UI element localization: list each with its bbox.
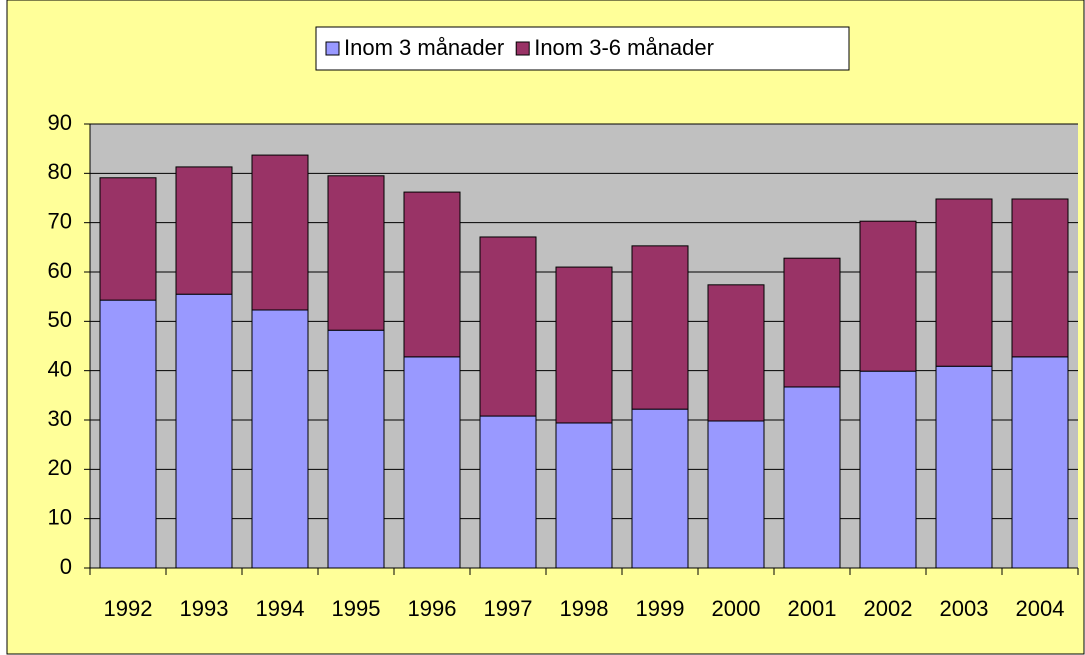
y-tick-label: 20	[48, 455, 72, 480]
bar-segment	[175, 293, 233, 569]
bar-segment	[327, 175, 385, 331]
x-tick-label: 1995	[332, 596, 381, 621]
bar-segment	[859, 370, 917, 569]
bar-segment	[783, 386, 841, 569]
x-tick-label: 1996	[408, 596, 457, 621]
x-tick-label: 1992	[104, 596, 153, 621]
bar-segment	[1011, 198, 1069, 358]
legend-swatch	[325, 41, 340, 56]
y-tick-label: 90	[48, 110, 72, 135]
x-tick-label: 2000	[712, 596, 761, 621]
x-tick-label: 1993	[180, 596, 229, 621]
legend-label: Inom 3 månader	[344, 35, 504, 60]
bar-segment	[935, 365, 993, 569]
bar-segment	[175, 166, 233, 295]
y-tick-label: 10	[48, 504, 72, 529]
y-tick-label: 70	[48, 208, 72, 233]
y-tick-label: 50	[48, 307, 72, 332]
bar-segment	[327, 329, 385, 569]
bar-segment	[99, 177, 157, 301]
y-tick-label: 0	[60, 554, 72, 579]
bar-segment	[707, 284, 765, 422]
y-tick-label: 40	[48, 356, 72, 381]
bar-segment	[631, 408, 689, 569]
legend-swatch	[515, 41, 530, 56]
x-tick-label: 2003	[940, 596, 989, 621]
x-tick-label: 2001	[788, 596, 837, 621]
bar-segment	[555, 422, 613, 569]
bar-segment	[859, 220, 917, 372]
x-tick-label: 2004	[1016, 596, 1065, 621]
bar-segment	[631, 245, 689, 410]
x-tick-label: 1999	[636, 596, 685, 621]
bar-segment	[479, 415, 537, 569]
bar-segment	[403, 356, 461, 569]
legend-box	[315, 26, 850, 71]
bar-segment	[251, 154, 309, 311]
y-tick-label: 60	[48, 258, 72, 283]
bar-segment	[555, 266, 613, 424]
bar-segment	[251, 309, 309, 569]
x-tick-label: 2002	[864, 596, 913, 621]
bar-segment	[479, 236, 537, 417]
bar-segment	[99, 299, 157, 569]
bar-segment	[707, 420, 765, 569]
x-tick-label: 1994	[256, 596, 305, 621]
x-tick-label: 1998	[560, 596, 609, 621]
bar-segment	[403, 191, 461, 358]
legend-label: Inom 3-6 månader	[534, 35, 714, 60]
bar-segment	[935, 198, 993, 367]
bar-segment	[1011, 356, 1069, 569]
y-tick-label: 30	[48, 406, 72, 431]
y-tick-label: 80	[48, 159, 72, 184]
bar-segment	[783, 257, 841, 388]
x-tick-label: 1997	[484, 596, 533, 621]
